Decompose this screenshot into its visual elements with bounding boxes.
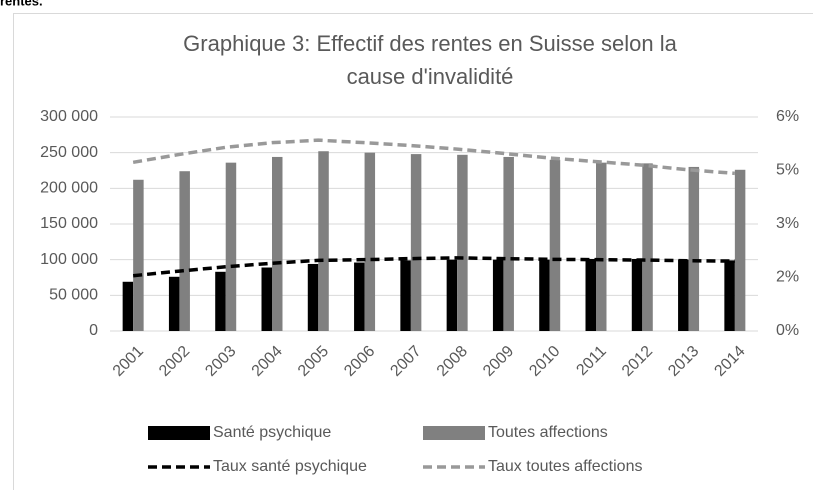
- x-tick-label: 2012: [619, 343, 656, 380]
- bar: [410, 154, 422, 331]
- x-tick-label: 2008: [434, 343, 471, 380]
- bar: [724, 260, 735, 331]
- x-tick-label: 2005: [295, 343, 332, 380]
- y-tick-label: 150 000: [40, 215, 98, 232]
- bar: [318, 151, 329, 331]
- bar: [168, 276, 180, 331]
- header-fragment: rentes.: [0, 0, 43, 8]
- bar: [539, 259, 550, 331]
- bar: [225, 162, 237, 331]
- bar: [585, 258, 596, 331]
- chart-title: Graphique 3: Effectif des rentes en Suis…: [183, 31, 677, 56]
- legend-label: Taux toutes affections: [488, 458, 642, 475]
- legend-swatch: [148, 426, 210, 440]
- line: [132, 256, 735, 278]
- bar: [400, 260, 411, 331]
- x-tick-label: 2013: [665, 343, 702, 380]
- bar: [307, 263, 319, 331]
- x-tick-label: 2009: [480, 343, 517, 380]
- bar: [354, 262, 365, 331]
- chart-frame: [13, 13, 813, 490]
- y2-tick-label: 0%: [776, 322, 799, 339]
- y-tick-label: 200 000: [40, 180, 98, 197]
- y-tick-label: 0: [89, 322, 98, 339]
- bar: [631, 258, 643, 331]
- x-tick-label: 2004: [249, 343, 286, 380]
- x-tick-label: 2007: [387, 343, 424, 380]
- x-tick-label: 2011: [573, 343, 609, 379]
- y2-tick-label: 2%: [776, 269, 799, 286]
- x-tick-label: 2002: [156, 343, 193, 380]
- y2-tick-label: 5%: [776, 162, 799, 179]
- x-tick-label: 2014: [711, 343, 748, 380]
- bar: [596, 162, 607, 331]
- bar: [261, 267, 272, 331]
- bar: [179, 171, 190, 331]
- legend-label: Santé psychique: [213, 424, 331, 441]
- y2-tick-label: 6%: [776, 108, 799, 125]
- chart-title: cause d'invalidité: [347, 64, 514, 89]
- bar: [688, 166, 700, 331]
- line: [132, 138, 735, 176]
- legend-swatch: [423, 426, 485, 440]
- bar: [215, 271, 226, 331]
- x-tick-label: 2003: [202, 343, 239, 380]
- legend-label: Toutes affections: [488, 424, 608, 441]
- bar: [678, 259, 689, 331]
- y-tick-label: 250 000: [40, 144, 98, 161]
- bar: [364, 152, 376, 331]
- legend-label: Taux santé psychique: [213, 458, 367, 475]
- y-tick-label: 100 000: [40, 251, 98, 268]
- bar: [734, 169, 746, 331]
- x-tick-label: 2006: [341, 343, 378, 380]
- bar: [457, 154, 468, 331]
- y-tick-label: 50 000: [49, 287, 98, 304]
- x-tick-label: 2010: [526, 343, 563, 380]
- bar: [272, 156, 283, 331]
- x-tick-label: 2001: [110, 343, 147, 380]
- bar: [492, 259, 504, 331]
- y-tick-label: 300 000: [40, 108, 98, 125]
- bar: [549, 159, 561, 331]
- bar: [133, 179, 144, 331]
- y2-tick-label: 3%: [776, 215, 799, 232]
- bar: [642, 163, 653, 331]
- bar: [503, 156, 514, 331]
- bar: [446, 259, 458, 331]
- bar: [122, 281, 134, 331]
